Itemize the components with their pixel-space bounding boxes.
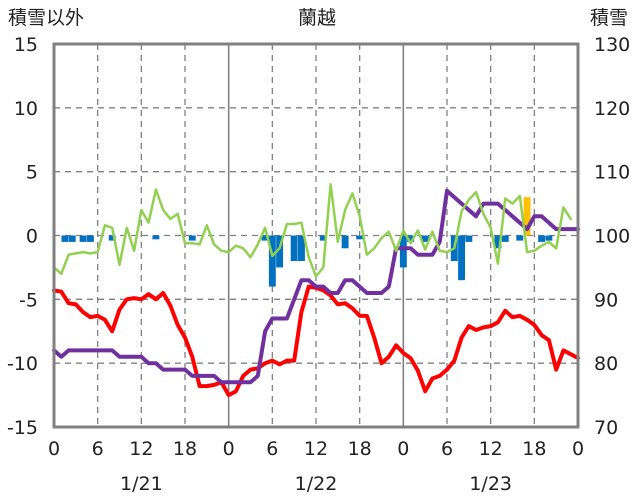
x-tick-label: 0 [223,438,235,460]
x-tick-label: 18 [173,438,197,460]
bar-0 [494,235,502,249]
bar-0 [465,235,473,242]
bar-0 [108,235,116,241]
x-tick-label: 12 [479,438,503,460]
bar-group [61,197,553,287]
left-tick-label: 5 [26,162,38,184]
date-label: 1/21 [120,473,163,495]
bar-0 [68,235,76,242]
bar-0 [276,235,284,268]
bar-0 [268,235,276,287]
bar-0 [545,235,553,241]
x-tick-label: 0 [572,438,584,460]
right-tick-label: 70 [594,417,618,439]
x-tick-label: 6 [266,438,278,460]
line-group [52,183,580,398]
left-tick-label: 10 [14,98,38,120]
left-axis-label: 積雪以外 [8,7,84,29]
x-tick-label: 12 [129,438,153,460]
right-axis-label: 積雪 [590,7,628,29]
bar-0 [501,235,509,242]
bar-0 [297,235,305,262]
x-tick-label: 12 [304,438,328,460]
right-tick-label: 80 [594,353,618,375]
bar-0 [61,235,69,242]
bar-0 [261,235,269,241]
date-label: 1/22 [295,473,338,495]
bar-0 [356,235,364,240]
x-tick-label: 6 [441,438,453,460]
bar-0 [188,235,196,241]
x-tick-label: 0 [48,438,60,460]
right-tick-label: 100 [594,226,630,248]
bar-0 [86,235,94,242]
bar-0 [290,235,298,262]
series-line-1 [52,188,580,385]
date-label: 1/23 [469,473,512,495]
right-tick-label: 110 [594,162,630,184]
x-tick-label: 6 [92,438,104,460]
bar-0 [341,235,349,249]
bar-0 [152,235,160,240]
right-tick-label: 130 [594,34,630,56]
bar-0 [319,235,327,241]
chart-title: 蘭越 [298,7,336,29]
bar-0 [458,235,466,281]
bar-0 [538,235,546,242]
left-tick-label: -15 [7,417,38,439]
left-tick-label: 0 [26,226,38,248]
bar-0 [407,235,415,242]
x-tick-label: 0 [397,438,409,460]
x-tick-label: 18 [522,438,546,460]
left-tick-label: -5 [19,289,38,311]
bar-0 [421,235,429,242]
bar-0 [399,235,407,268]
series-line-2 [52,183,572,278]
bar-1 [523,197,531,236]
plot-frame [52,42,580,429]
left-tick-label: -10 [7,353,38,375]
left-tick-label: 15 [14,34,38,56]
x-tick-label: 18 [348,438,372,460]
right-tick-label: 90 [594,289,618,311]
bar-0 [79,235,87,242]
right-tick-label: 120 [594,98,630,120]
bar-0 [516,235,524,241]
